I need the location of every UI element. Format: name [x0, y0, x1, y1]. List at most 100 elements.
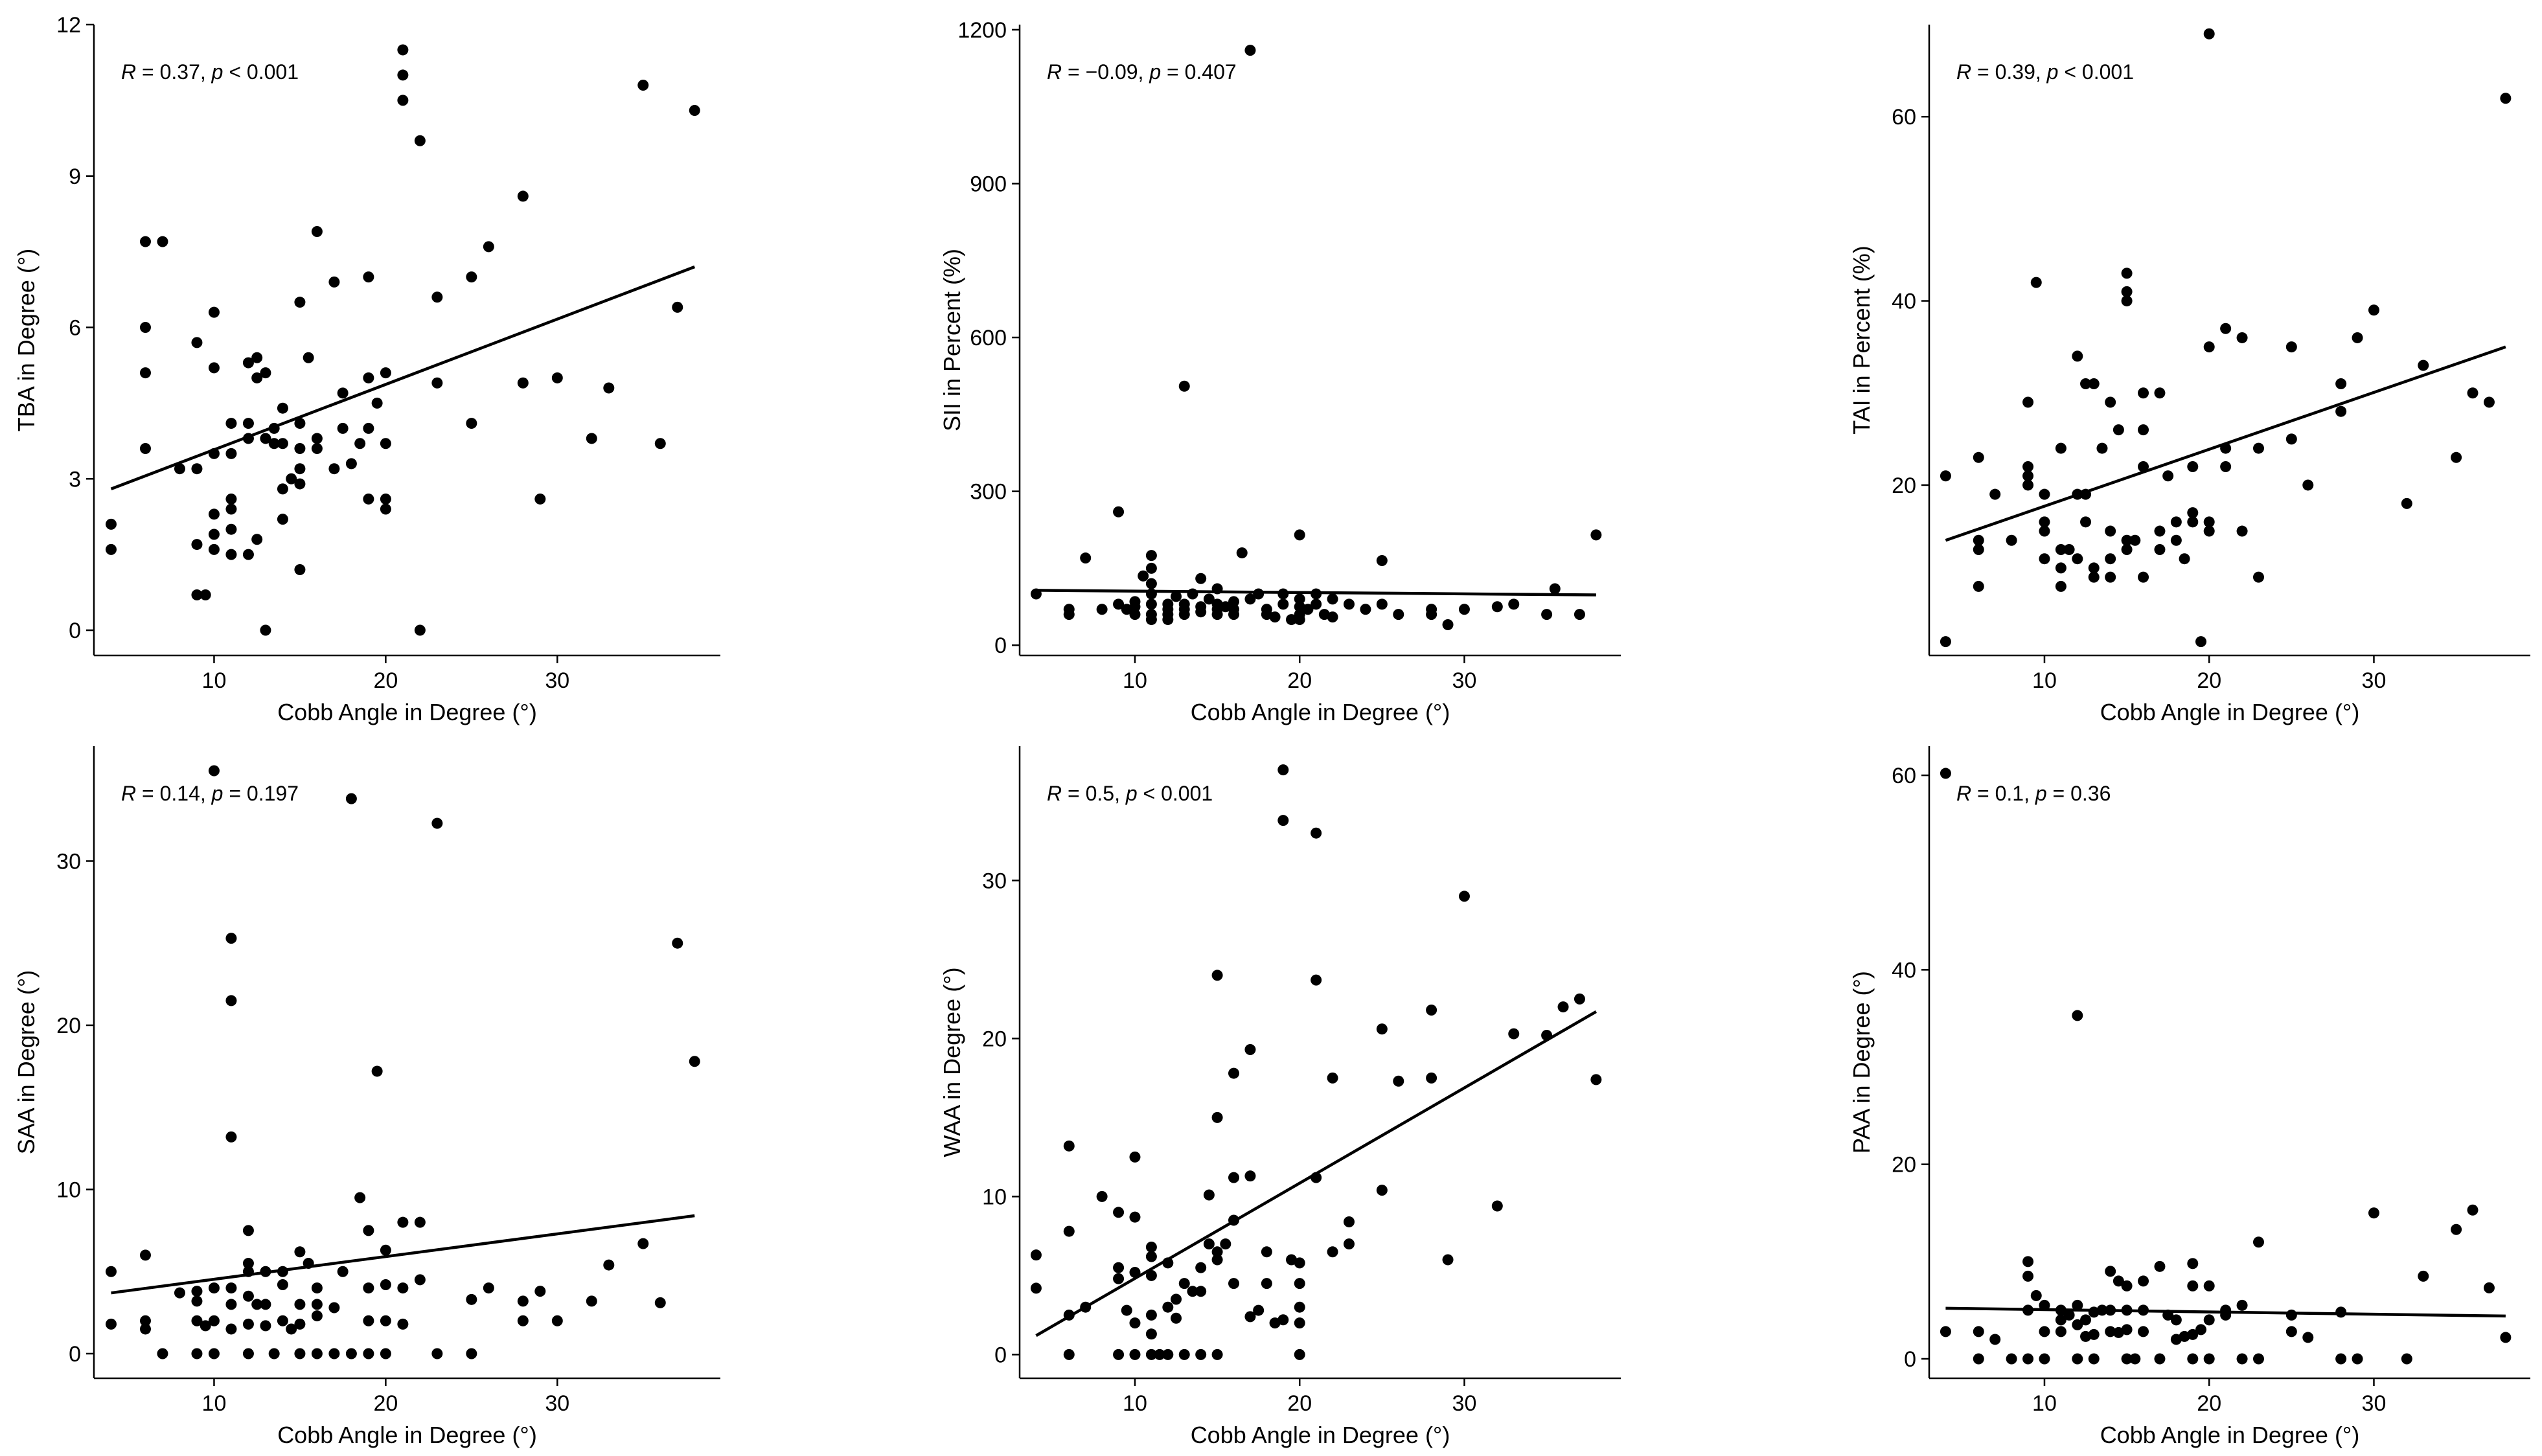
data-point — [1113, 506, 1125, 518]
data-point — [1129, 1317, 1141, 1329]
data-point — [2195, 636, 2207, 648]
data-point — [2401, 497, 2412, 509]
data-point — [586, 433, 597, 444]
data-point — [672, 937, 683, 949]
data-point — [1973, 1326, 1984, 1337]
data-point — [294, 443, 306, 455]
data-point — [397, 44, 409, 56]
y-tick-label: 0 — [994, 1343, 1007, 1367]
data-point — [1145, 578, 1157, 589]
data-point — [2187, 1328, 2199, 1340]
data-point — [1080, 552, 1092, 564]
y-tick-label: 60 — [1892, 105, 1916, 130]
correlation-annotation: R = 0.39, p < 0.001 — [1956, 60, 2134, 84]
data-point — [1063, 609, 1075, 620]
y-tick-label: 20 — [982, 1027, 1007, 1051]
data-point — [363, 1225, 374, 1236]
y-tick-label: 30 — [56, 849, 81, 874]
data-point — [2302, 1332, 2314, 1343]
data-point — [2022, 1353, 2034, 1365]
data-point — [2285, 1309, 2297, 1321]
data-point — [1171, 1312, 1182, 1324]
data-point — [551, 1315, 563, 1326]
data-point — [1393, 1075, 1404, 1087]
data-point — [2129, 1353, 2141, 1365]
data-point — [1244, 1170, 1256, 1182]
data-point — [2088, 571, 2100, 583]
data-point — [2088, 1328, 2100, 1340]
x-axis-title: Cobb Angle in Degree (°) — [1191, 1422, 1450, 1448]
x-tick-label: 20 — [2197, 668, 2221, 693]
data-point — [208, 529, 220, 540]
data-point — [2368, 304, 2379, 316]
data-point — [1030, 1249, 1042, 1261]
data-point — [1311, 827, 1322, 839]
data-point — [2022, 470, 2034, 482]
data-point — [1113, 1348, 1125, 1360]
data-point — [1228, 596, 1240, 608]
data-point — [1426, 604, 1437, 615]
data-point — [1508, 598, 1520, 610]
data-point — [1541, 609, 1553, 620]
data-point — [1211, 1348, 1223, 1360]
data-point — [2187, 1353, 2199, 1365]
data-point — [466, 1348, 477, 1359]
data-point — [1294, 1278, 1305, 1290]
y-tick-label: 60 — [1892, 764, 1916, 788]
data-point — [225, 549, 237, 560]
data-point — [363, 1282, 374, 1294]
data-point — [2121, 1280, 2133, 1291]
data-point — [2105, 525, 2116, 537]
data-point — [1343, 1238, 1355, 1250]
data-point — [208, 543, 220, 555]
x-tick-label: 10 — [202, 668, 227, 693]
regression-line — [111, 1214, 695, 1295]
data-point — [1294, 1301, 1305, 1313]
data-point — [2063, 1309, 2075, 1321]
data-point — [200, 589, 211, 600]
data-point — [380, 503, 391, 515]
data-point — [294, 564, 306, 576]
data-point — [242, 1348, 254, 1359]
data-point — [2220, 323, 2232, 334]
data-point — [363, 1348, 374, 1359]
data-point — [380, 1348, 391, 1359]
data-point — [1129, 596, 1141, 608]
data-point — [1277, 815, 1289, 826]
data-point — [363, 372, 374, 383]
data-point — [1253, 588, 1265, 600]
data-point — [1491, 1200, 1503, 1212]
regression-line — [1945, 1306, 2506, 1318]
data-point — [2179, 1330, 2190, 1342]
data-point — [1195, 601, 1207, 613]
data-point — [2121, 267, 2133, 279]
data-point — [1228, 1067, 1240, 1079]
data-point — [2187, 507, 2199, 519]
data-point — [174, 1287, 185, 1299]
regression-line — [1945, 345, 2506, 542]
data-point — [2335, 405, 2347, 417]
data-point — [2113, 424, 2124, 436]
data-point — [1096, 604, 1108, 615]
data-point — [431, 817, 443, 829]
data-point — [2138, 1326, 2149, 1337]
data-point — [2252, 1236, 2264, 1248]
data-point — [414, 1274, 426, 1286]
data-point — [2203, 1353, 2215, 1365]
data-point — [286, 1323, 297, 1335]
data-point — [311, 443, 323, 455]
data-point — [517, 1295, 529, 1307]
data-point — [225, 503, 237, 515]
data-point — [1294, 593, 1305, 605]
y-axis-title: SII in Percent (%) — [939, 249, 965, 431]
data-point — [1940, 768, 1951, 779]
data-point — [1277, 764, 1289, 776]
data-point — [1145, 1241, 1157, 1253]
data-point — [2195, 1324, 2207, 1336]
data-point — [1426, 1004, 1437, 1016]
data-point — [1211, 1111, 1223, 1123]
data-point — [1145, 598, 1157, 610]
data-point — [1096, 1190, 1108, 1202]
data-point — [2022, 479, 2034, 491]
